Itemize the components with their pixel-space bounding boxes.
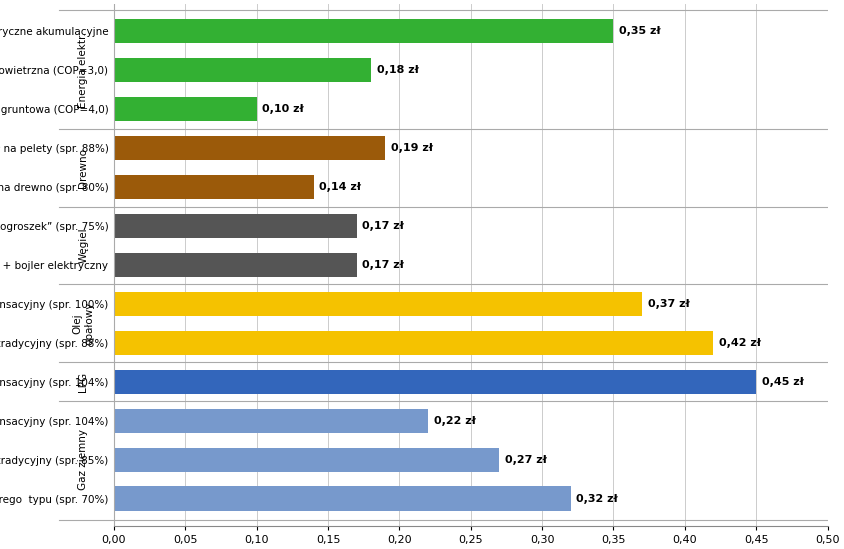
Text: 0,45 zł: 0,45 zł — [762, 377, 803, 387]
Text: 0,14 zł: 0,14 zł — [320, 182, 361, 192]
Text: 0,27 zł: 0,27 zł — [505, 455, 547, 464]
Bar — [114, 253, 356, 277]
Bar — [114, 486, 571, 511]
Text: 0,19 zł: 0,19 zł — [391, 143, 433, 153]
Text: Drewno: Drewno — [78, 148, 89, 188]
Text: 0,22 zł: 0,22 zł — [434, 416, 475, 425]
Text: 0,17 zł: 0,17 zł — [362, 260, 404, 270]
Text: 0,18 zł: 0,18 zł — [376, 65, 419, 75]
Bar — [114, 369, 756, 394]
Text: 0,35 zł: 0,35 zł — [619, 26, 661, 36]
Text: Węgiel: Węgiel — [78, 228, 89, 264]
Bar — [114, 136, 385, 160]
Text: LPG: LPG — [78, 372, 89, 392]
Bar — [114, 214, 356, 238]
Text: Gaz ziemny: Gaz ziemny — [78, 429, 89, 490]
Text: 0,37 zł: 0,37 zł — [647, 299, 690, 309]
Text: 0,17 zł: 0,17 zł — [362, 221, 404, 231]
Text: Energia elektr.: Energia elektr. — [78, 32, 89, 108]
Bar — [114, 447, 500, 472]
Bar — [114, 175, 314, 199]
Bar — [114, 58, 371, 82]
Bar — [114, 19, 614, 43]
Bar — [114, 292, 642, 316]
Text: 0,42 zł: 0,42 zł — [719, 338, 761, 348]
Text: 0,10 zł: 0,10 zł — [262, 104, 304, 114]
Bar — [114, 331, 713, 355]
Text: Olej
opałowy: Olej opałowy — [73, 302, 94, 345]
Bar — [114, 97, 257, 121]
Bar — [114, 408, 428, 433]
Text: 0,32 zł: 0,32 zł — [576, 494, 618, 503]
